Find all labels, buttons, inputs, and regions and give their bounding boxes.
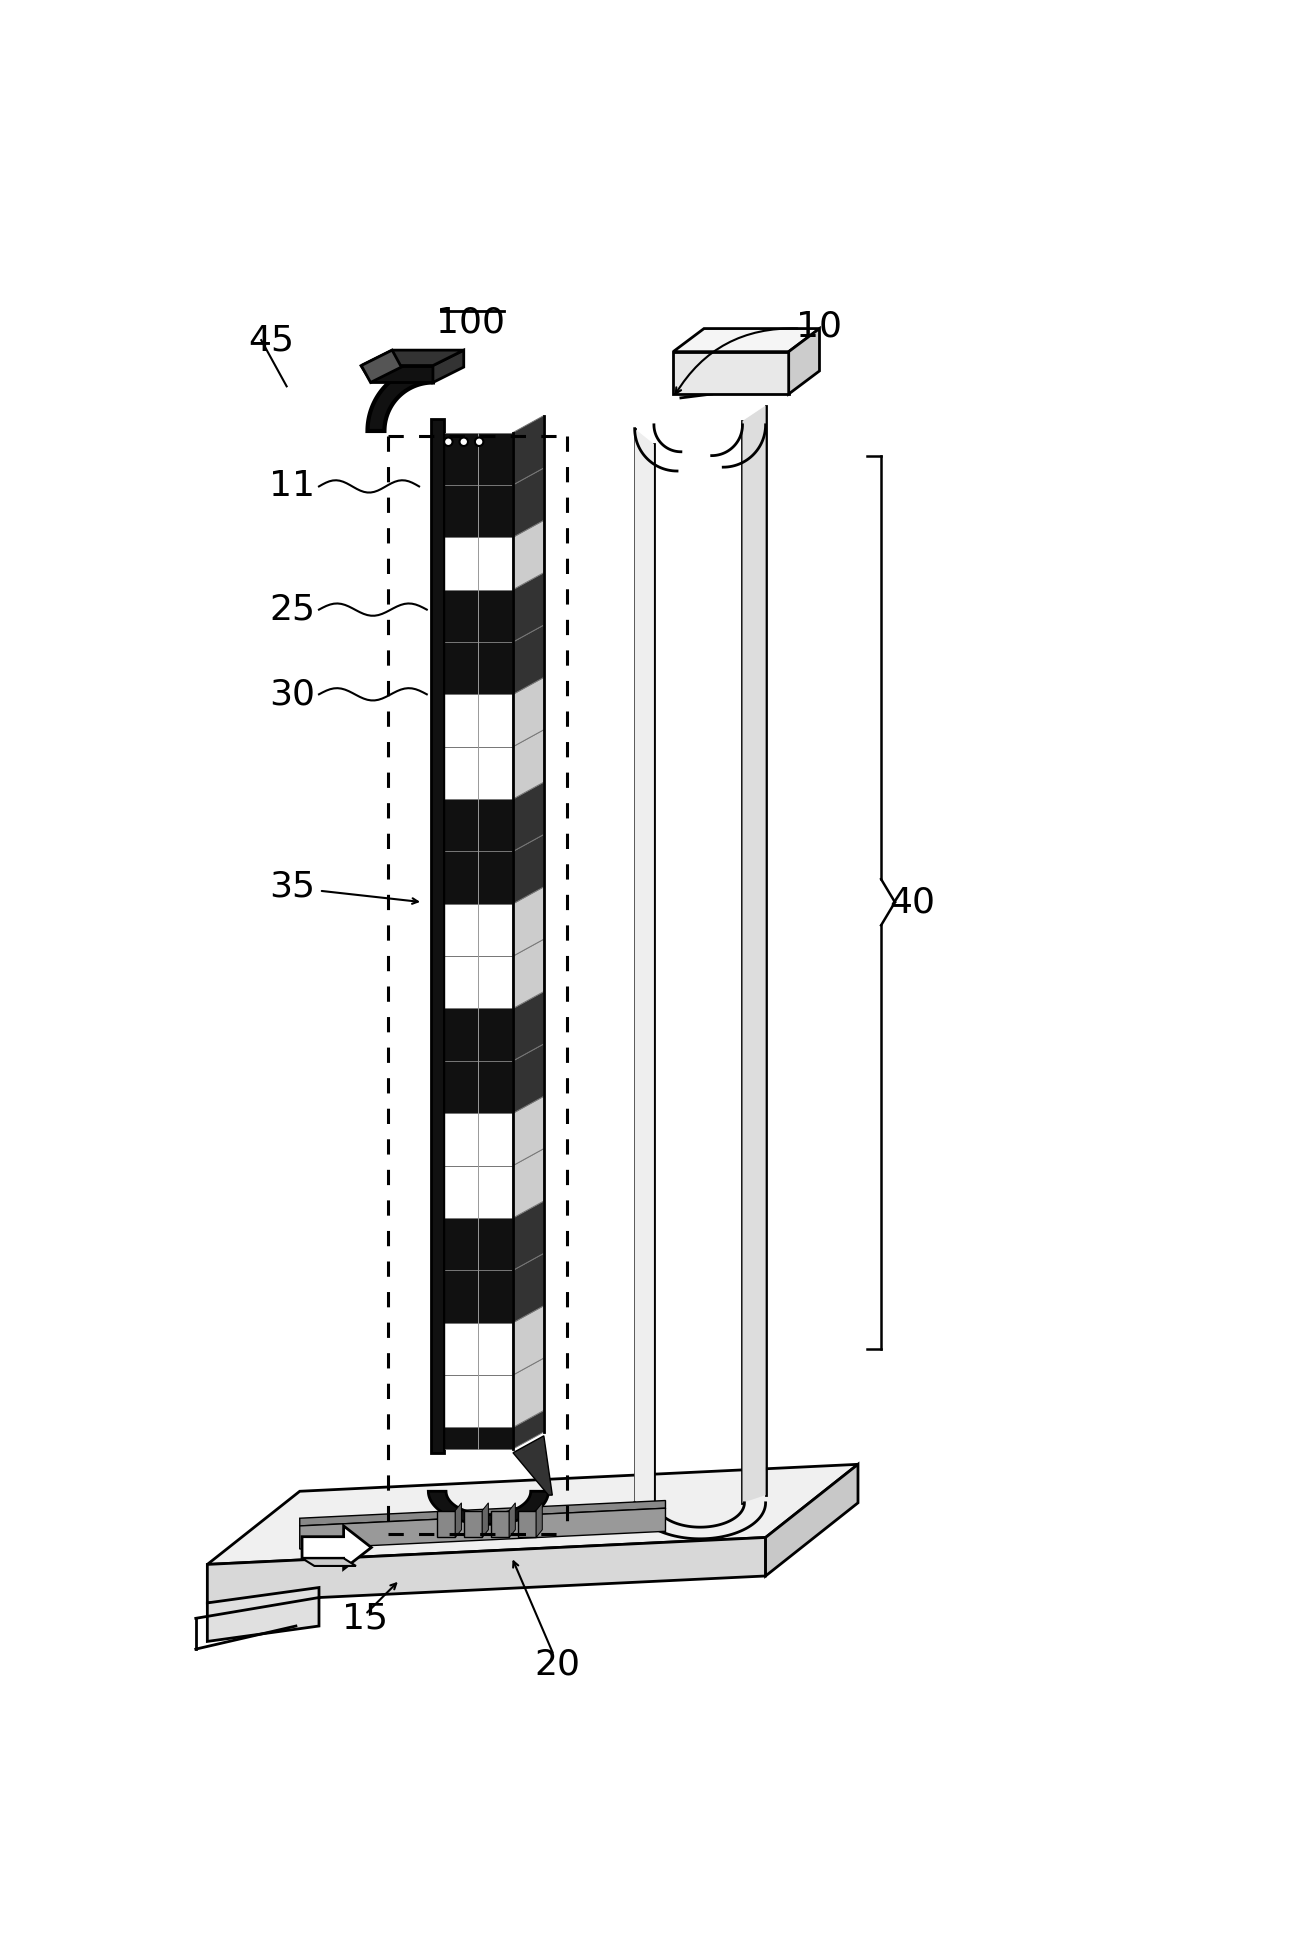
Polygon shape	[788, 329, 819, 395]
Polygon shape	[444, 1218, 512, 1270]
Polygon shape	[300, 1500, 665, 1526]
Polygon shape	[444, 643, 512, 695]
Polygon shape	[512, 1411, 543, 1448]
Polygon shape	[512, 1044, 543, 1113]
Text: 100: 100	[436, 306, 505, 339]
Polygon shape	[444, 484, 512, 536]
Polygon shape	[490, 1510, 509, 1537]
Polygon shape	[512, 1357, 543, 1427]
Polygon shape	[444, 1165, 512, 1218]
Polygon shape	[512, 521, 543, 590]
Polygon shape	[512, 1253, 543, 1322]
Polygon shape	[444, 956, 512, 1009]
Polygon shape	[444, 747, 512, 800]
Polygon shape	[512, 1200, 543, 1270]
Circle shape	[475, 438, 484, 445]
Text: 35: 35	[269, 869, 316, 904]
Polygon shape	[512, 469, 543, 536]
Polygon shape	[444, 1113, 512, 1165]
Polygon shape	[536, 1502, 542, 1537]
Text: 10: 10	[796, 310, 842, 343]
Text: 15: 15	[342, 1601, 388, 1636]
Polygon shape	[512, 939, 543, 1009]
Polygon shape	[367, 366, 433, 432]
Polygon shape	[512, 782, 543, 852]
Polygon shape	[444, 1061, 512, 1113]
Polygon shape	[207, 1537, 766, 1603]
Text: 20: 20	[534, 1648, 581, 1682]
Polygon shape	[361, 350, 401, 383]
Polygon shape	[483, 1502, 488, 1537]
Polygon shape	[444, 1375, 512, 1427]
Polygon shape	[300, 1508, 665, 1549]
Polygon shape	[512, 625, 543, 695]
Text: 11: 11	[269, 469, 316, 503]
Text: 45: 45	[248, 323, 294, 356]
Polygon shape	[444, 536, 512, 590]
Polygon shape	[207, 1588, 320, 1642]
Polygon shape	[455, 1502, 462, 1537]
Polygon shape	[444, 432, 512, 484]
Polygon shape	[444, 852, 512, 904]
Polygon shape	[302, 1558, 356, 1566]
Text: 40: 40	[889, 885, 934, 920]
Polygon shape	[512, 730, 543, 800]
Polygon shape	[433, 350, 463, 383]
Polygon shape	[673, 329, 819, 352]
Polygon shape	[512, 834, 543, 904]
Polygon shape	[463, 1510, 483, 1537]
Circle shape	[459, 438, 468, 445]
Polygon shape	[518, 1510, 536, 1537]
Polygon shape	[512, 991, 543, 1061]
Circle shape	[444, 438, 453, 445]
Polygon shape	[444, 1427, 512, 1448]
Polygon shape	[444, 1322, 512, 1375]
Polygon shape	[512, 1096, 543, 1165]
Polygon shape	[673, 352, 788, 395]
Polygon shape	[444, 695, 512, 747]
Polygon shape	[361, 366, 433, 383]
Polygon shape	[207, 1464, 858, 1564]
Polygon shape	[361, 350, 463, 366]
Polygon shape	[509, 1502, 515, 1537]
Polygon shape	[512, 678, 543, 747]
Polygon shape	[512, 887, 543, 956]
Polygon shape	[444, 800, 512, 852]
Polygon shape	[512, 416, 543, 484]
Text: 25: 25	[269, 592, 316, 627]
Polygon shape	[512, 1305, 543, 1375]
Polygon shape	[437, 1510, 455, 1537]
Polygon shape	[444, 904, 512, 956]
Polygon shape	[444, 1270, 512, 1322]
Polygon shape	[512, 1148, 543, 1218]
Polygon shape	[444, 1009, 512, 1061]
Polygon shape	[431, 420, 444, 1452]
Polygon shape	[743, 405, 766, 1502]
Text: 30: 30	[269, 678, 316, 711]
Polygon shape	[512, 573, 543, 643]
Polygon shape	[512, 1437, 553, 1495]
Polygon shape	[428, 1491, 549, 1524]
Polygon shape	[766, 1464, 858, 1576]
Polygon shape	[302, 1526, 371, 1568]
Polygon shape	[444, 590, 512, 643]
Polygon shape	[634, 428, 653, 1502]
